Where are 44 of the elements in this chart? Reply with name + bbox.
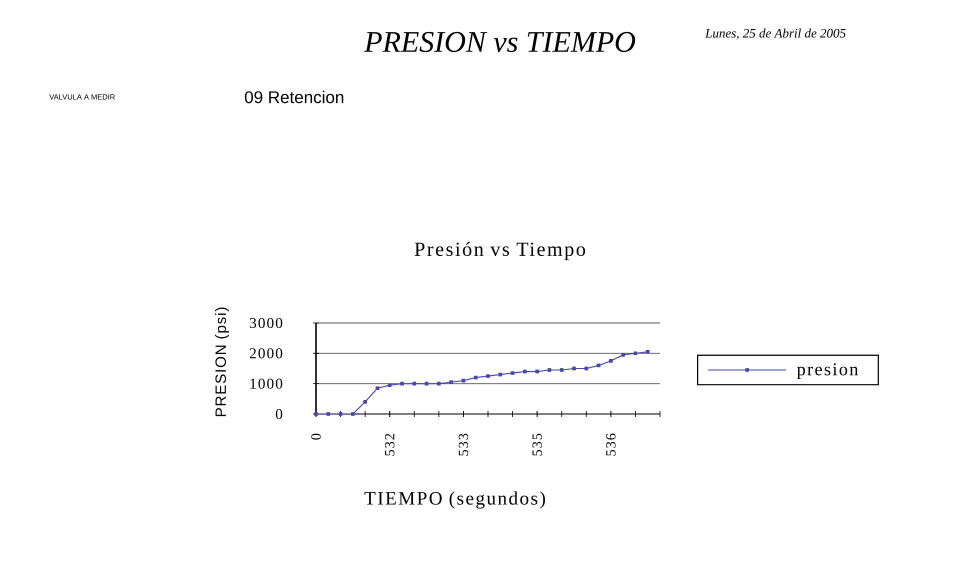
chart-title: PRESION vs TIEMPO <box>364 32 636 52</box>
point <box>412 382 416 386</box>
x-tick-label: 536 <box>606 434 616 456</box>
point <box>449 380 453 384</box>
point <box>560 368 564 372</box>
point <box>634 351 638 356</box>
point <box>474 376 478 380</box>
point <box>621 352 625 357</box>
point <box>363 400 367 404</box>
chart-subtitle: Presión vs Tiempo <box>414 242 586 260</box>
y-tick-label: 3000 <box>250 318 282 328</box>
point <box>609 359 613 363</box>
point <box>510 371 514 375</box>
point <box>388 383 392 388</box>
text: Lunes, 25 de Abril de 2005 <box>705 28 846 40</box>
point <box>548 368 552 372</box>
point <box>523 370 527 374</box>
point <box>584 366 588 370</box>
point <box>351 412 355 416</box>
y-tick-label: 0 <box>276 408 282 420</box>
x-tick-label: 535 <box>532 434 542 456</box>
y-axis-title: PRESION (psi) <box>215 308 229 416</box>
point <box>572 366 576 370</box>
point <box>486 374 490 378</box>
legend-label: presion <box>796 363 858 380</box>
y-tick-label: 1000 <box>250 378 282 389</box>
point <box>338 412 342 416</box>
x-tick-label: 533 <box>458 434 468 456</box>
point <box>498 372 502 376</box>
point <box>326 412 330 416</box>
x-tick-label: 532 <box>385 434 394 456</box>
y-tick-label: 2000 <box>250 348 282 358</box>
point <box>314 412 318 416</box>
x-axis-title: TIEMPO (segundos) <box>364 491 545 509</box>
point <box>400 382 404 386</box>
point <box>646 350 650 354</box>
text: 09 Retencion <box>244 90 344 104</box>
point <box>424 382 428 386</box>
point <box>535 370 539 374</box>
x-tick-label: 0 <box>311 434 321 440</box>
point <box>462 378 466 382</box>
point <box>596 364 600 368</box>
point <box>376 386 380 390</box>
point <box>437 382 441 386</box>
